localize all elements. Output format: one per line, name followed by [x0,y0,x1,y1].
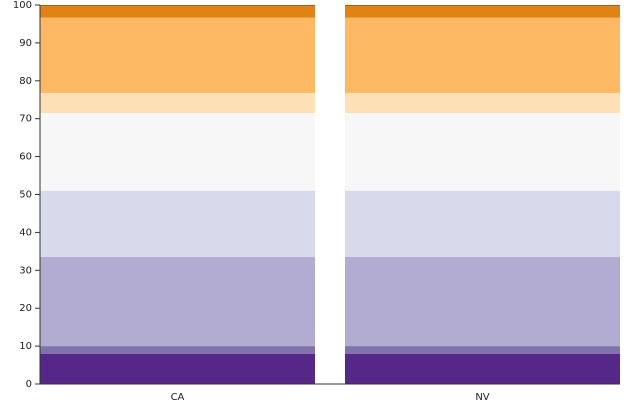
y-tick-label: 10 [19,341,32,352]
y-tick-label: 90 [19,38,32,49]
y-tick-label: 30 [19,265,32,276]
bar-segment [40,190,315,258]
y-tick-label: 100 [13,0,32,11]
bar-segment [40,6,315,18]
y-tick-label: 0 [26,379,32,390]
y-tick-label: 60 [19,152,32,163]
bar-segment [40,5,315,7]
y-tick-label: 50 [19,190,32,201]
x-tick-label: CA [171,392,185,400]
bar-segment [40,113,315,191]
x-tick-label: NV [475,392,489,400]
y-tick-label: 40 [19,227,32,238]
bar-segment [40,257,315,347]
bar-segment [345,17,620,93]
bar-segment [40,92,315,114]
bar-segment [345,346,620,354]
bar-segment [345,92,620,114]
y-tick-label: 70 [19,114,32,125]
bar-segment [40,353,315,384]
bar-segment [345,113,620,191]
bar-segment [345,257,620,347]
bar-segment [40,346,315,354]
bar-segment [345,5,620,7]
y-tick-label: 80 [19,76,32,87]
bar-segment [345,353,620,384]
bar-segment [40,17,315,93]
bar-segment [345,6,620,18]
bar-segment [345,190,620,258]
y-tick-label: 20 [19,303,32,314]
